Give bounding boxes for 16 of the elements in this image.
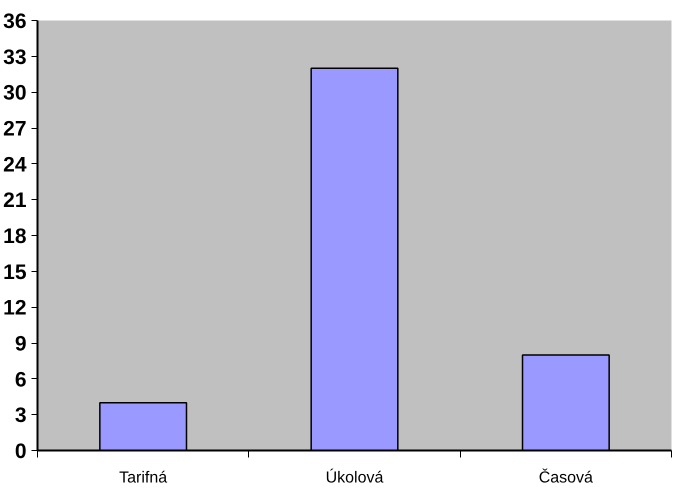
x-tick-label: Úkolová — [326, 468, 384, 486]
y-tick-label: 0 — [14, 440, 27, 463]
y-tick-label: 21 — [3, 189, 27, 212]
y-tick-label: 15 — [3, 260, 27, 284]
x-tick-label: Časová — [538, 468, 594, 486]
y-tick-label: 36 — [3, 10, 26, 33]
y-tick-label: 30 — [3, 82, 26, 105]
y-tick-label: 33 — [3, 46, 26, 69]
y-tick-label: 12 — [3, 296, 26, 320]
y-tick-label: 3 — [14, 404, 27, 428]
y-tick-label: 18 — [3, 225, 27, 248]
y-tick-label: 9 — [14, 332, 27, 356]
x-tick-label: Tarifná — [119, 470, 168, 486]
y-tick-label: 6 — [14, 368, 27, 392]
y-tick-label: 27 — [3, 118, 26, 140]
y-tick-label: 24 — [3, 153, 27, 176]
